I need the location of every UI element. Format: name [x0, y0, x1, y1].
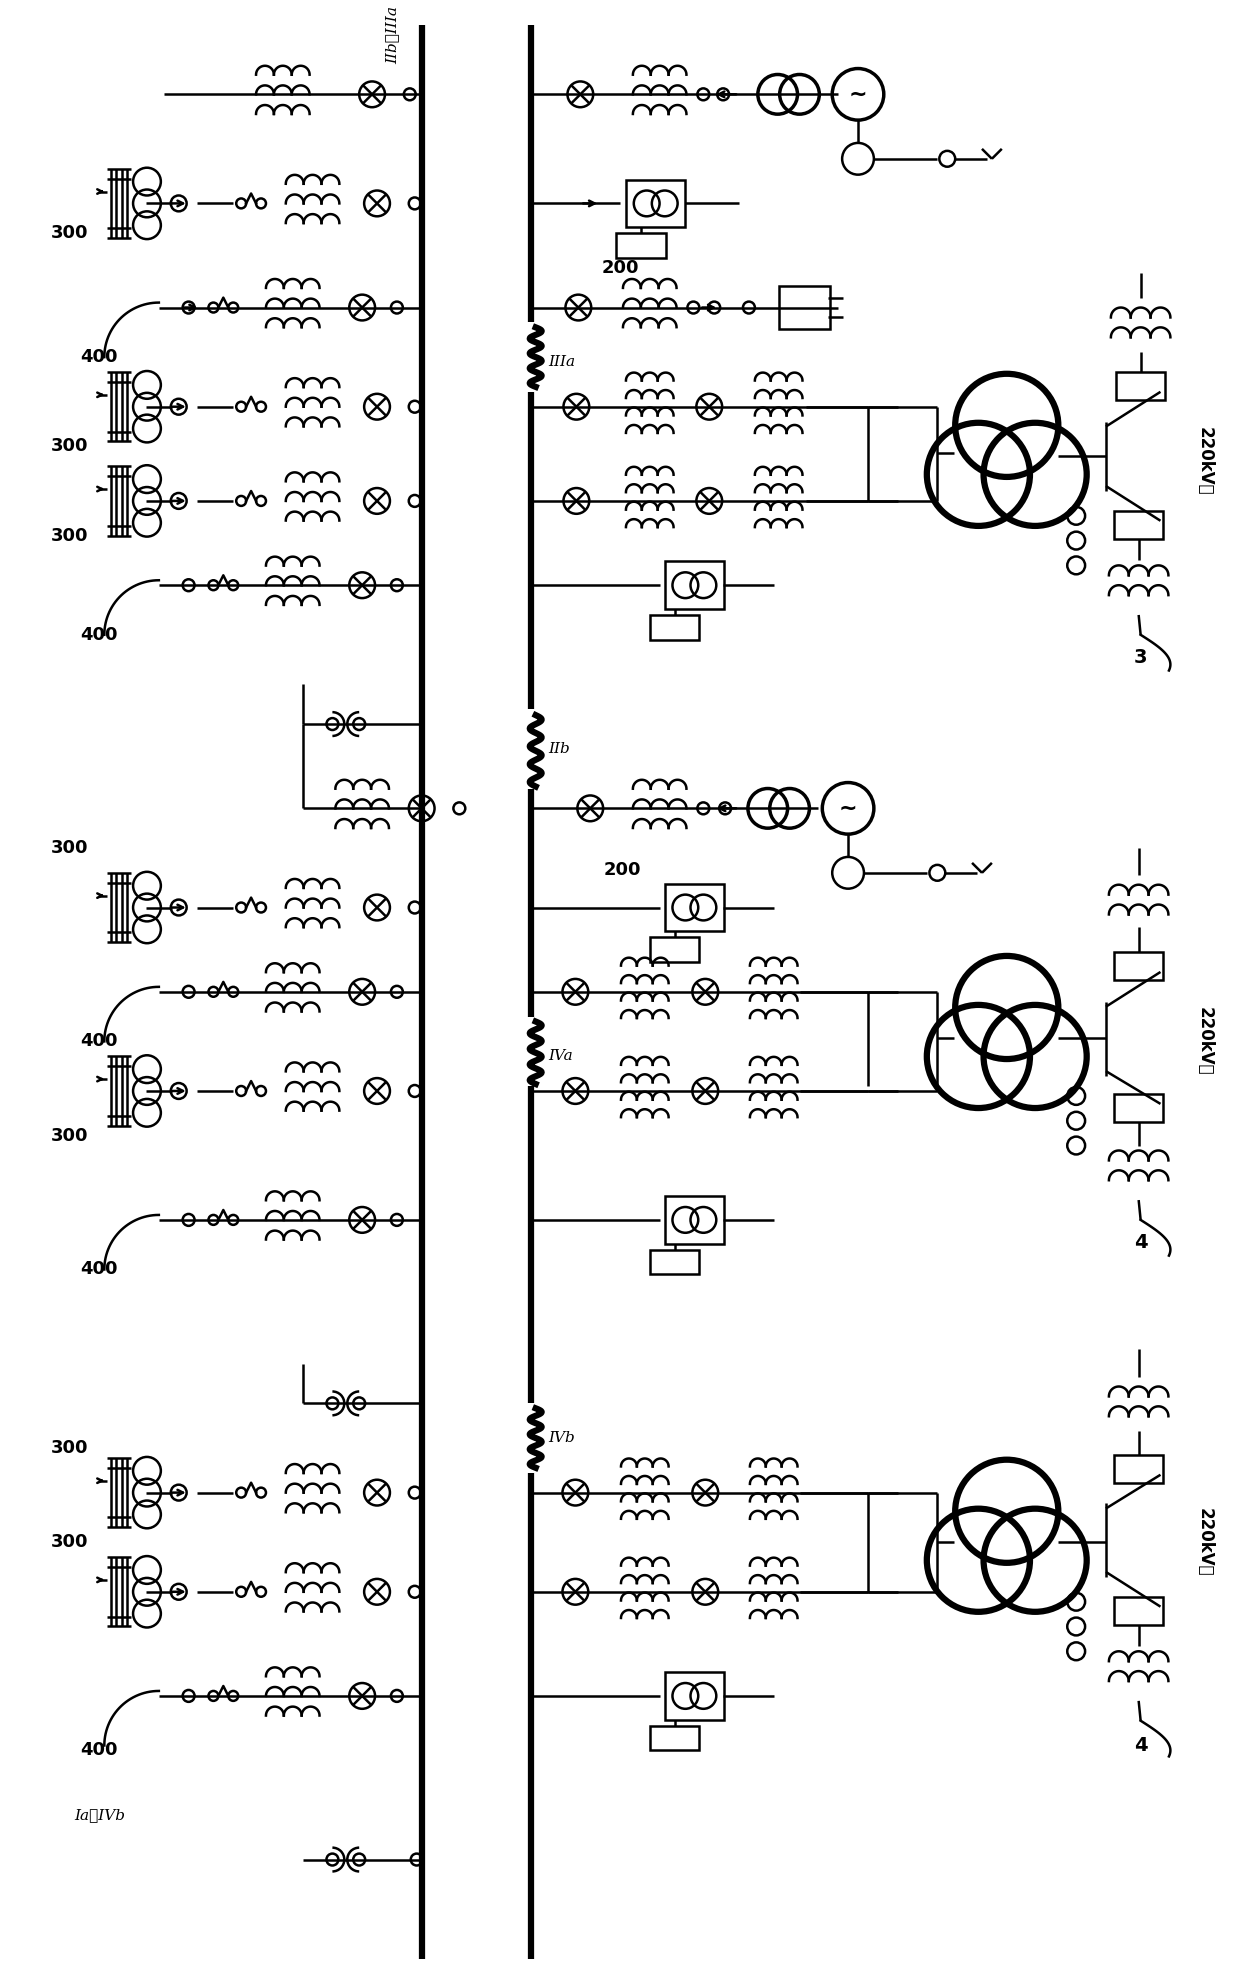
Text: 4: 4: [1133, 1232, 1147, 1252]
Text: 300: 300: [51, 838, 88, 858]
Text: 220kV侧: 220kV侧: [1197, 1509, 1214, 1576]
Bar: [1116, 373, 1166, 400]
Bar: [779, 286, 831, 329]
Text: 400: 400: [81, 1741, 118, 1759]
Text: 220kV侧: 220kV侧: [1197, 1008, 1214, 1075]
Text: 300: 300: [51, 1440, 88, 1457]
Bar: [1114, 1455, 1163, 1483]
Text: IIb、IIIa: IIb、IIIa: [384, 6, 399, 63]
Bar: [665, 1197, 724, 1244]
Bar: [650, 1250, 699, 1274]
Bar: [616, 233, 666, 258]
Text: ~: ~: [848, 85, 867, 105]
Bar: [650, 937, 699, 962]
Bar: [1114, 1094, 1163, 1122]
Bar: [665, 1672, 724, 1720]
Bar: [1114, 952, 1163, 980]
Text: IIIa: IIIa: [548, 355, 575, 369]
Bar: [665, 562, 724, 609]
Text: 3: 3: [1133, 649, 1147, 667]
Text: 200: 200: [603, 862, 641, 880]
Bar: [1114, 1597, 1163, 1625]
Text: 200: 200: [601, 258, 639, 276]
Text: 300: 300: [51, 1126, 88, 1144]
Text: 400: 400: [81, 349, 118, 367]
Text: 400: 400: [81, 625, 118, 643]
Bar: [650, 615, 699, 639]
Text: IVa: IVa: [548, 1049, 573, 1063]
Text: ~: ~: [838, 799, 857, 818]
Text: 220kV侧: 220kV侧: [1197, 428, 1214, 495]
Bar: [626, 179, 686, 227]
Text: 300: 300: [51, 225, 88, 243]
Text: 300: 300: [51, 438, 88, 456]
Text: 300: 300: [51, 527, 88, 544]
Text: 400: 400: [81, 1260, 118, 1278]
Bar: [665, 883, 724, 931]
Text: 4: 4: [1133, 1735, 1147, 1755]
Text: Ia、IVb: Ia、IVb: [74, 1808, 125, 1822]
Text: 300: 300: [51, 1532, 88, 1552]
Text: IVb: IVb: [548, 1432, 575, 1445]
Bar: [650, 1726, 699, 1751]
Text: 400: 400: [81, 1033, 118, 1051]
Bar: [1114, 511, 1163, 538]
Text: IIb: IIb: [548, 741, 570, 755]
